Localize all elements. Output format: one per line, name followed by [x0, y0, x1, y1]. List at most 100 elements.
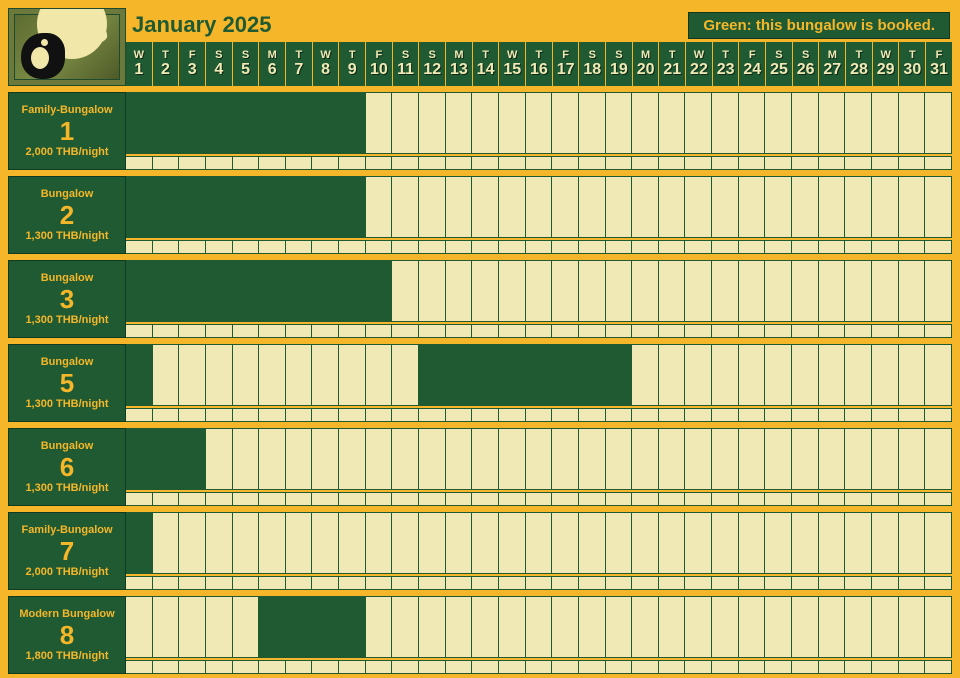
day-available[interactable]: [579, 429, 606, 489]
day-available[interactable]: [659, 261, 686, 321]
day-available[interactable]: [819, 93, 846, 153]
day-available[interactable]: [739, 513, 766, 573]
day-available[interactable]: [259, 345, 286, 405]
day-available[interactable]: [579, 177, 606, 237]
day-available[interactable]: [872, 513, 899, 573]
bungalow-label[interactable]: Bungalow51,300 THB/night: [8, 344, 126, 422]
day-available[interactable]: [286, 345, 313, 405]
day-available[interactable]: [872, 93, 899, 153]
day-available[interactable]: [286, 429, 313, 489]
day-available[interactable]: [606, 597, 633, 657]
day-available[interactable]: [845, 177, 872, 237]
day-booked[interactable]: [153, 93, 180, 153]
day-available[interactable]: [579, 93, 606, 153]
day-available[interactable]: [579, 513, 606, 573]
day-available[interactable]: [366, 513, 393, 573]
day-available[interactable]: [606, 177, 633, 237]
day-available[interactable]: [499, 93, 526, 153]
day-available[interactable]: [233, 597, 260, 657]
day-available[interactable]: [659, 93, 686, 153]
day-available[interactable]: [739, 177, 766, 237]
day-available[interactable]: [499, 429, 526, 489]
day-available[interactable]: [526, 93, 553, 153]
day-available[interactable]: [712, 261, 739, 321]
bungalow-label[interactable]: Family-Bungalow12,000 THB/night: [8, 92, 126, 170]
day-booked[interactable]: [312, 177, 339, 237]
day-available[interactable]: [472, 429, 499, 489]
day-available[interactable]: [685, 93, 712, 153]
day-available[interactable]: [632, 513, 659, 573]
bungalow-label[interactable]: Bungalow21,300 THB/night: [8, 176, 126, 254]
day-booked[interactable]: [339, 597, 366, 657]
day-booked[interactable]: [259, 177, 286, 237]
day-available[interactable]: [606, 93, 633, 153]
day-available[interactable]: [659, 177, 686, 237]
day-booked[interactable]: [259, 261, 286, 321]
day-booked[interactable]: [259, 597, 286, 657]
day-booked[interactable]: [286, 261, 313, 321]
day-available[interactable]: [712, 177, 739, 237]
day-booked[interactable]: [179, 177, 206, 237]
day-available[interactable]: [259, 513, 286, 573]
day-booked[interactable]: [179, 93, 206, 153]
day-available[interactable]: [925, 513, 952, 573]
day-available[interactable]: [925, 261, 952, 321]
day-available[interactable]: [339, 345, 366, 405]
day-available[interactable]: [899, 597, 926, 657]
day-available[interactable]: [632, 93, 659, 153]
day-available[interactable]: [153, 345, 180, 405]
day-available[interactable]: [792, 261, 819, 321]
day-booked[interactable]: [126, 513, 153, 573]
day-available[interactable]: [712, 93, 739, 153]
day-booked[interactable]: [339, 261, 366, 321]
day-available[interactable]: [872, 177, 899, 237]
day-available[interactable]: [845, 597, 872, 657]
day-available[interactable]: [233, 513, 260, 573]
day-booked[interactable]: [286, 93, 313, 153]
day-available[interactable]: [392, 597, 419, 657]
day-available[interactable]: [339, 429, 366, 489]
day-available[interactable]: [366, 93, 393, 153]
day-available[interactable]: [712, 597, 739, 657]
day-available[interactable]: [526, 597, 553, 657]
day-available[interactable]: [552, 429, 579, 489]
day-available[interactable]: [419, 513, 446, 573]
day-available[interactable]: [446, 429, 473, 489]
bungalow-label[interactable]: Bungalow61,300 THB/night: [8, 428, 126, 506]
day-booked[interactable]: [153, 429, 180, 489]
day-available[interactable]: [765, 177, 792, 237]
day-available[interactable]: [792, 177, 819, 237]
day-available[interactable]: [632, 261, 659, 321]
day-available[interactable]: [339, 513, 366, 573]
day-available[interactable]: [925, 345, 952, 405]
day-available[interactable]: [419, 93, 446, 153]
day-available[interactable]: [739, 597, 766, 657]
day-available[interactable]: [472, 597, 499, 657]
day-available[interactable]: [819, 345, 846, 405]
day-available[interactable]: [765, 93, 792, 153]
day-available[interactable]: [472, 93, 499, 153]
day-available[interactable]: [419, 261, 446, 321]
day-booked[interactable]: [126, 177, 153, 237]
day-available[interactable]: [233, 345, 260, 405]
day-available[interactable]: [206, 429, 233, 489]
day-available[interactable]: [819, 429, 846, 489]
day-available[interactable]: [233, 429, 260, 489]
day-available[interactable]: [366, 345, 393, 405]
day-available[interactable]: [792, 513, 819, 573]
day-available[interactable]: [606, 513, 633, 573]
day-available[interactable]: [765, 345, 792, 405]
day-available[interactable]: [845, 93, 872, 153]
day-available[interactable]: [446, 261, 473, 321]
day-available[interactable]: [899, 429, 926, 489]
day-booked[interactable]: [526, 345, 553, 405]
day-available[interactable]: [765, 261, 792, 321]
day-available[interactable]: [366, 177, 393, 237]
day-booked[interactable]: [126, 345, 153, 405]
day-available[interactable]: [526, 513, 553, 573]
day-available[interactable]: [899, 93, 926, 153]
day-available[interactable]: [845, 261, 872, 321]
day-booked[interactable]: [206, 93, 233, 153]
day-available[interactable]: [419, 429, 446, 489]
day-booked[interactable]: [126, 429, 153, 489]
